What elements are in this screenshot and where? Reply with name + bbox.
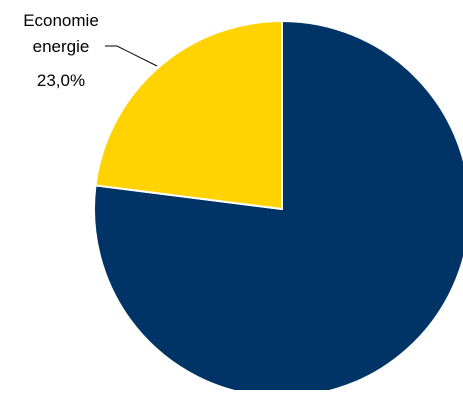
labels-layer: Economie energie 23,0% xyxy=(23,11,158,90)
pie-slice-0 xyxy=(93,20,463,395)
label-economie-line-2: energie xyxy=(33,37,90,56)
leader-line-economie-energie xyxy=(105,45,158,67)
label-economie-value: 23,0% xyxy=(37,71,85,90)
label-economie-line-1: Economie xyxy=(23,11,99,30)
slices-layer xyxy=(93,20,463,395)
pie-slice-1 xyxy=(94,20,283,210)
